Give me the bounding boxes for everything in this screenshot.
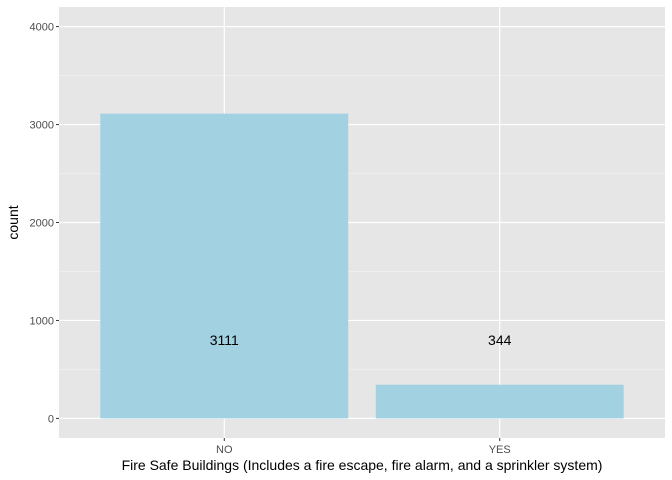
x-axis: NO YES: [216, 438, 511, 456]
data-label-no: 3111: [210, 332, 239, 348]
y-tick-label: 3000: [30, 120, 54, 132]
y-tick-label: 1000: [30, 315, 54, 327]
bar-yes: [375, 384, 624, 419]
bar-no: [100, 113, 349, 419]
x-axis-title: Fire Safe Buildings (Includes a fire esc…: [122, 457, 603, 473]
y-tick-label: 4000: [30, 22, 54, 34]
y-axis-title: count: [5, 205, 21, 239]
x-tick-label: YES: [489, 444, 511, 456]
y-tick-label: 2000: [30, 218, 54, 230]
data-label-yes: 344: [488, 332, 512, 348]
x-tick-label: NO: [216, 444, 233, 456]
data-labels: 3111 344: [210, 332, 512, 348]
bars: [100, 113, 624, 419]
y-axis: 0 1000 2000 3000 4000: [30, 22, 59, 425]
y-tick-label: 0: [48, 413, 54, 425]
